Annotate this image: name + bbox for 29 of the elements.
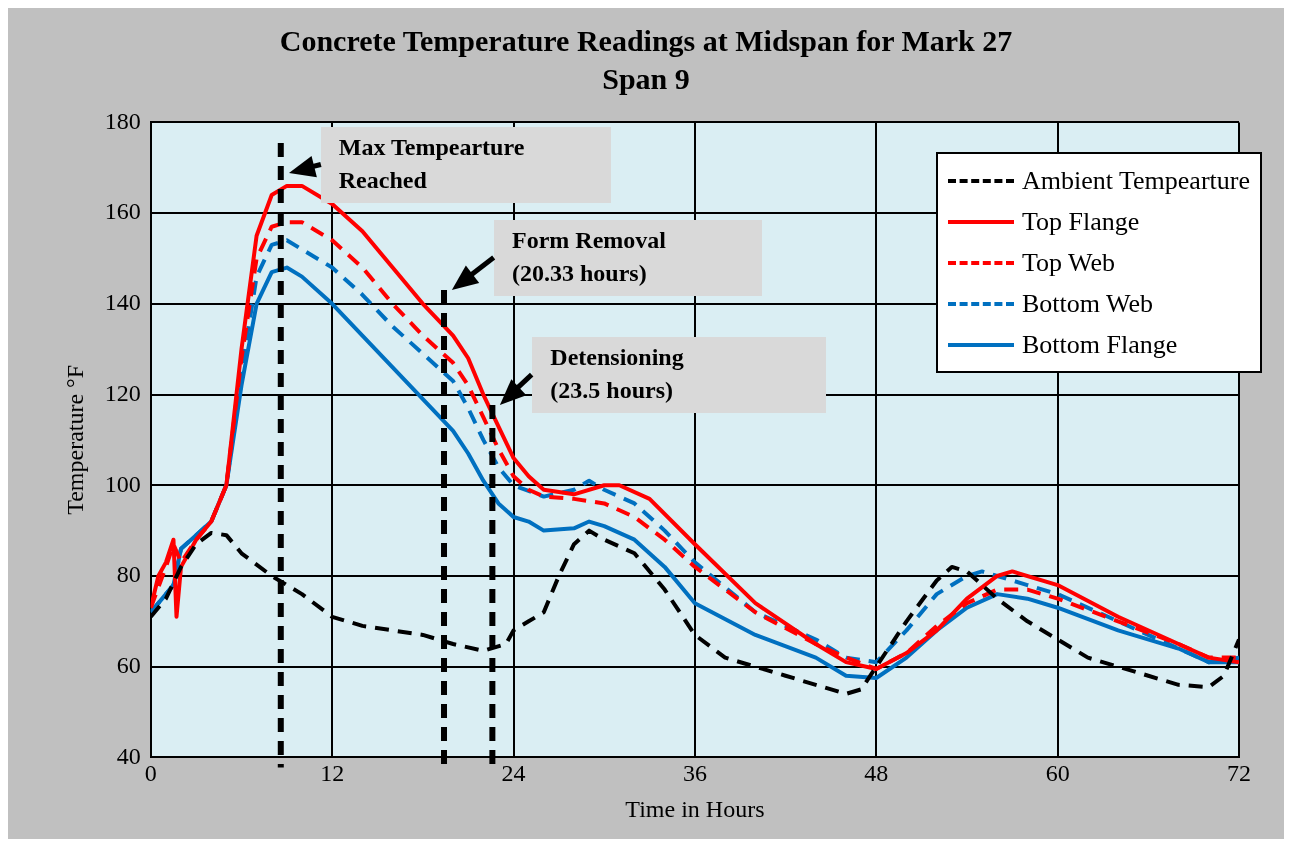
y-tick-label: 100	[104, 470, 141, 497]
x-tick-label: 0	[144, 760, 157, 787]
legend-label: Top Web	[1021, 247, 1116, 278]
x-tick-label: 24	[501, 760, 526, 787]
legend-label: Bottom Flange	[1021, 329, 1178, 360]
chart-title: Concrete Temperature Readings at Midspan for Mark 27 Span 9	[278, 23, 1014, 97]
y-tick-label: 140	[104, 289, 141, 316]
callout-box: Detensioning (23.5 hours)	[532, 337, 827, 413]
ref-line-label: Max Tempearture Reached	[338, 133, 526, 195]
callout-box: Max Tempearture Reached	[320, 127, 611, 203]
x-tick-label: 60	[1045, 760, 1070, 787]
y-axis-title: Temperature °F	[61, 364, 88, 515]
x-tick-label: 48	[864, 760, 889, 787]
legend-label: Bottom Web	[1021, 288, 1154, 319]
y-tick-label: 80	[116, 561, 141, 588]
x-tick-label: 36	[682, 760, 707, 787]
y-tick-label: 180	[104, 107, 141, 134]
x-tick-label: 72	[1227, 760, 1251, 787]
y-tick-label: 160	[104, 198, 141, 225]
x-axis-title: Time in Hours	[625, 795, 765, 822]
legend-label: Top Flange	[1021, 206, 1140, 237]
y-tick-label: 120	[104, 379, 141, 406]
legend-label: Detensioning (23.5 hours)	[550, 343, 685, 405]
legend-label: Ambient Tempearture	[1021, 165, 1250, 196]
x-tick-label: 12	[320, 760, 345, 787]
y-tick-label: 40	[116, 742, 141, 769]
legend-label: Form Removal (20.33 hours)	[512, 226, 667, 288]
y-tick-label: 60	[116, 651, 141, 678]
callout-box: Form Removal (20.33 hours)	[494, 220, 762, 296]
